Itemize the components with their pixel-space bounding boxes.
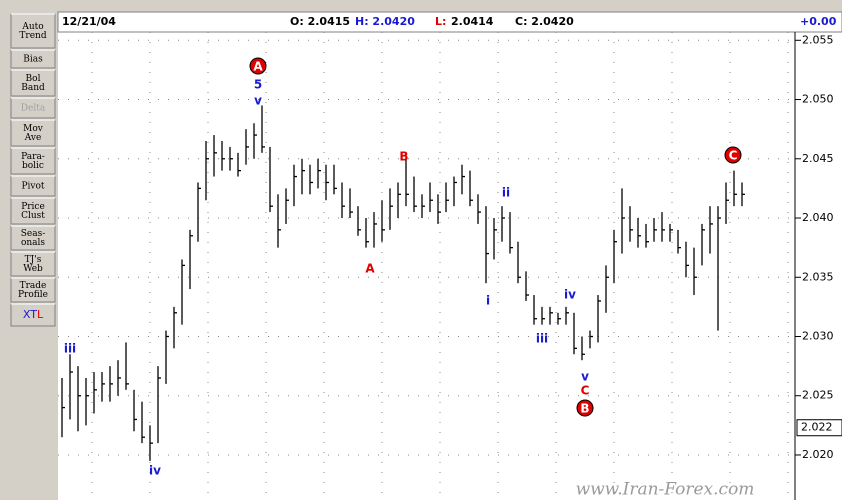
button-label: Price xyxy=(21,202,45,212)
y-tick-label: 2.030 xyxy=(802,329,834,342)
button-face xyxy=(10,225,56,251)
button-face xyxy=(10,251,56,277)
header-high: H: 2.0420 xyxy=(355,15,415,28)
annotation: ii xyxy=(502,186,510,200)
annotation: iii xyxy=(64,342,76,356)
annotation: v xyxy=(254,94,262,108)
button-label: onals xyxy=(21,238,45,248)
button-face xyxy=(10,13,56,49)
annotation-circle xyxy=(249,57,267,75)
annotation: A xyxy=(253,60,263,74)
toolbar-button[interactable]: Delta xyxy=(10,97,56,119)
button-label: Clust xyxy=(21,211,45,221)
annotation: iv xyxy=(564,288,576,302)
button-label: bolic xyxy=(22,161,44,171)
button-label: Web xyxy=(23,264,43,274)
button-label: Band xyxy=(21,83,45,93)
price-marker-label: 2.022 xyxy=(801,421,833,434)
header-bar xyxy=(57,11,842,33)
annotation: A xyxy=(365,262,375,276)
y-tick-label: 2.035 xyxy=(802,270,834,283)
annotation: 5 xyxy=(254,78,262,92)
annotation: C xyxy=(729,149,738,163)
y-tick-label: 2.050 xyxy=(802,93,834,106)
plot-bg xyxy=(58,12,842,500)
button-label: Mov xyxy=(23,124,44,134)
header-change: +0.00 xyxy=(800,15,837,28)
header-low: 2.0414 xyxy=(451,15,494,28)
header-close: C: 2.0420 xyxy=(515,15,574,28)
button-label: Bias xyxy=(23,55,43,65)
y-tick-label: 2.025 xyxy=(802,389,834,402)
button-label: Trend xyxy=(19,31,46,41)
button-label: XTL xyxy=(23,308,44,321)
header-date: 12/21/04 xyxy=(62,15,116,28)
button-label: Delta xyxy=(21,104,46,114)
annotation-circle xyxy=(724,146,742,164)
button-face xyxy=(10,119,56,147)
button-label: Pivot xyxy=(21,182,44,192)
button-label: Para- xyxy=(21,152,45,162)
annotation: iv xyxy=(149,464,161,478)
toolbar-button[interactable]: Bias xyxy=(10,49,56,69)
y-axis: 2.020 2.025 2.030 2.035 2.040 2.045 2.050 2.055 xyxy=(58,33,834,461)
annotation: iii xyxy=(536,332,548,346)
button-label: Seas- xyxy=(21,229,46,239)
price-marker-box xyxy=(796,419,842,437)
toolbar-button[interactable]: Pivot xyxy=(10,175,56,197)
annotation: B xyxy=(399,150,408,164)
y-tick-label: 2.045 xyxy=(802,152,834,165)
button-label: Trade xyxy=(20,281,47,291)
annotation: i xyxy=(486,294,490,308)
annotation: B xyxy=(580,402,589,416)
label-part: L xyxy=(37,308,44,321)
button-face xyxy=(10,277,56,303)
button-label: Profile xyxy=(18,290,48,300)
button-label: Auto xyxy=(21,22,43,32)
annotation-circle xyxy=(576,399,594,417)
y-tick-label: 2.020 xyxy=(802,448,834,461)
label-part: XT xyxy=(23,308,37,321)
button-label: TJ's xyxy=(25,255,42,265)
header-open: O: 2.0415 xyxy=(290,15,350,28)
annotation: v xyxy=(581,370,589,384)
annotation: C xyxy=(581,384,590,398)
button-label: Ave xyxy=(24,133,42,143)
button-face xyxy=(10,147,56,175)
button-face xyxy=(10,197,56,225)
header-low-label: L: xyxy=(435,15,446,28)
y-tick-label: 2.055 xyxy=(802,33,834,46)
y-tick-label: 2.040 xyxy=(802,211,834,224)
toolbar-button[interactable]: Para-bolic xyxy=(10,147,56,175)
toolbar-button[interactable]: Seas-onals xyxy=(10,225,56,251)
watermark: www.Iran-Forex.com xyxy=(576,480,755,500)
toolbar-button[interactable]: XTL xyxy=(10,303,56,327)
button-label: Bol xyxy=(26,74,41,84)
